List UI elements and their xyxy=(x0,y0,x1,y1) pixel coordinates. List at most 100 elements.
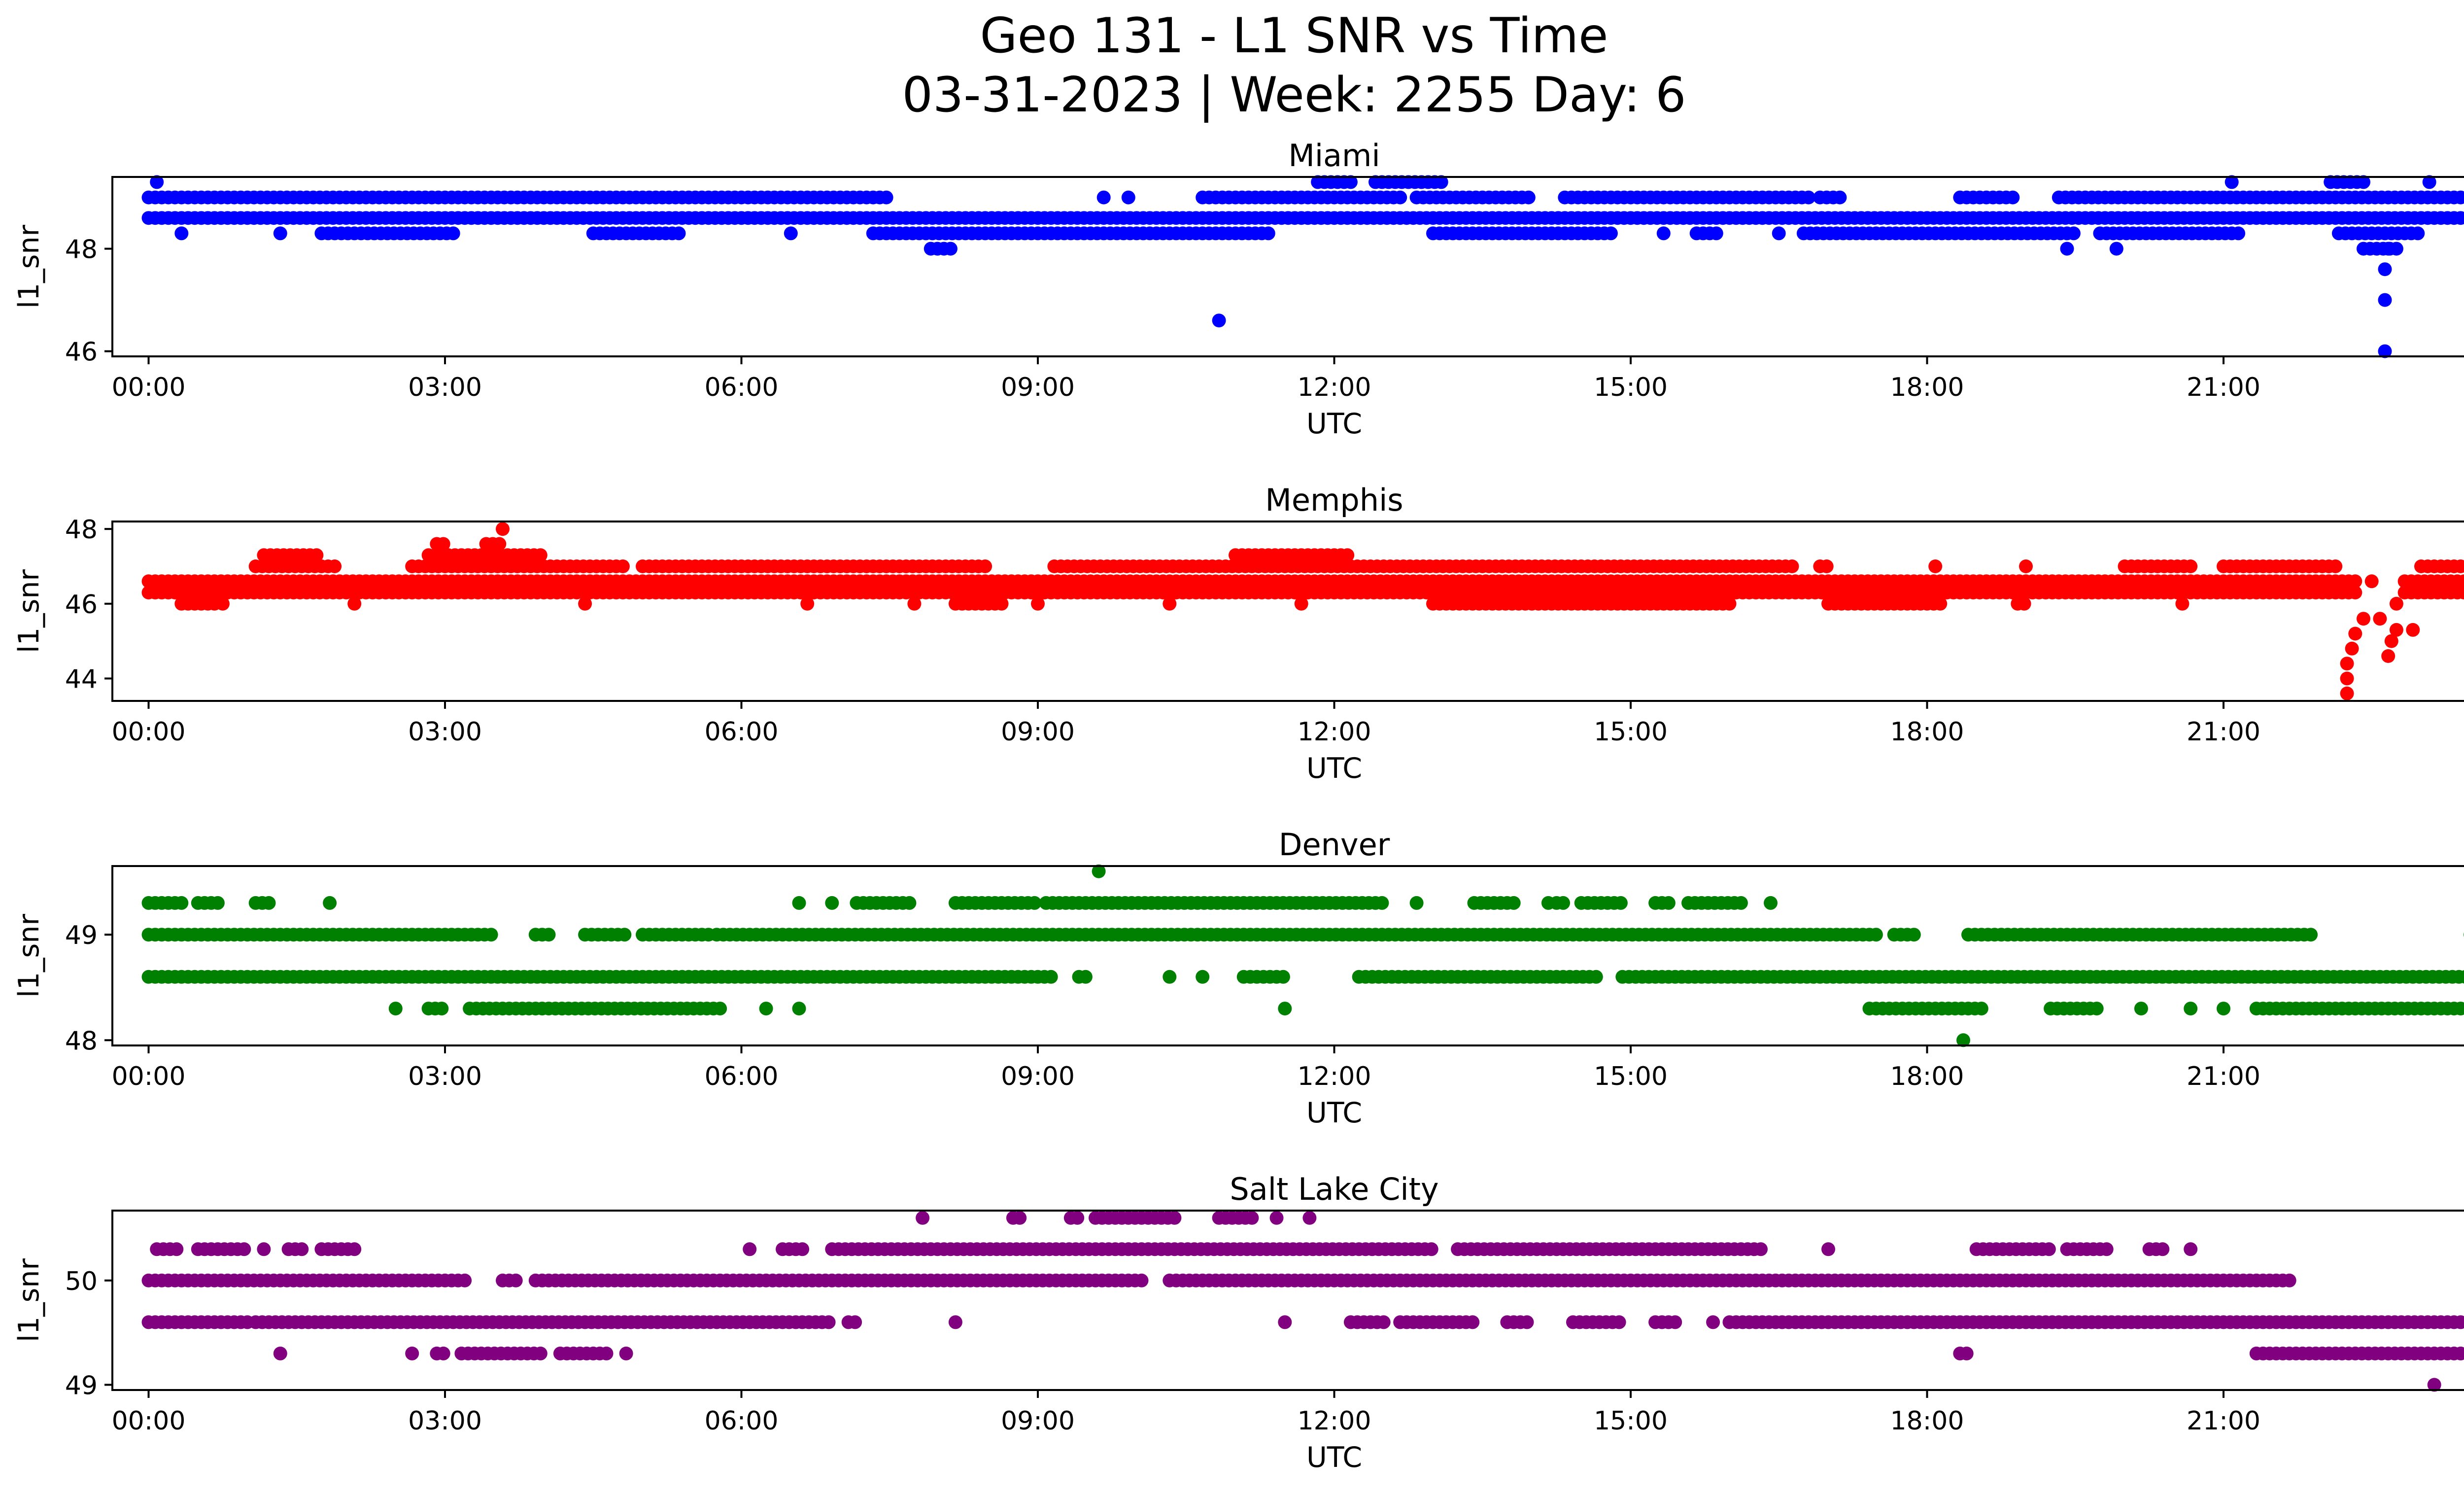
x-axis-label: UTC xyxy=(1306,408,1362,440)
data-point xyxy=(170,1242,184,1256)
data-point xyxy=(792,896,806,910)
data-point xyxy=(2389,596,2403,611)
data-point xyxy=(1734,896,1748,910)
data-point xyxy=(1928,559,1943,573)
data-point xyxy=(825,896,839,910)
data-point xyxy=(943,242,958,256)
figure-title-line2: 03-31-2023 | Week: 2255 Day: 6 xyxy=(902,67,1686,123)
data-point xyxy=(1424,1242,1438,1256)
data-point xyxy=(210,896,225,910)
data-point xyxy=(2460,1347,2464,1360)
y-tick-label: 48 xyxy=(65,235,98,265)
data-point xyxy=(2304,928,2318,942)
data-point xyxy=(446,226,460,241)
data-point xyxy=(2460,1002,2464,1015)
data-point xyxy=(1604,226,1618,241)
data-point xyxy=(1821,1242,1835,1256)
data-point xyxy=(2099,1242,2114,1256)
data-point xyxy=(2224,175,2239,189)
x-tick-label: 00:00 xyxy=(112,1406,186,1436)
data-point xyxy=(1434,175,1448,189)
data-point xyxy=(1261,226,1275,241)
data-point xyxy=(2460,191,2464,204)
data-point xyxy=(902,896,917,910)
panel-memphis: Memphis 00:00 03:00 06:00 09:00 12:00 15:00 18:… xyxy=(13,482,2464,785)
x-tick-label: 06:00 xyxy=(705,1062,779,1091)
x-tick-label: 03:00 xyxy=(408,1062,482,1091)
data-point xyxy=(150,175,164,189)
data-point xyxy=(2427,1378,2441,1392)
data-point xyxy=(2217,1002,2230,1016)
data-point xyxy=(1556,896,1570,910)
data-point xyxy=(2357,612,2370,626)
data-point xyxy=(2019,559,2033,573)
data-point xyxy=(1294,596,1308,611)
data-point xyxy=(237,1242,251,1256)
data-point xyxy=(2328,559,2343,573)
data-point xyxy=(1278,1315,1292,1329)
y-tick-label: 50 xyxy=(65,1267,98,1296)
data-point xyxy=(1612,1315,1626,1329)
y-tick-label: 48 xyxy=(65,515,98,545)
data-point xyxy=(2175,596,2190,611)
data-point xyxy=(616,559,630,573)
data-point xyxy=(879,190,893,205)
data-point xyxy=(1302,1211,1317,1225)
data-point xyxy=(907,596,922,611)
data-point xyxy=(295,1242,309,1256)
x-tick-label: 15:00 xyxy=(1594,1406,1668,1436)
x-tick-label: 12:00 xyxy=(1298,373,1371,402)
data-point xyxy=(257,1242,271,1256)
x-tick-label: 09:00 xyxy=(1001,373,1075,402)
data-point xyxy=(792,1002,806,1016)
data-point xyxy=(1466,1315,1480,1329)
data-point xyxy=(458,1273,472,1287)
plot-frame xyxy=(111,1210,2464,1391)
data-point xyxy=(795,1242,810,1256)
data-point xyxy=(1801,190,1815,205)
data-point xyxy=(994,596,1009,611)
data-point xyxy=(323,896,337,910)
data-point xyxy=(1276,970,1290,984)
data-point xyxy=(2357,175,2370,189)
data-point xyxy=(2348,626,2362,641)
data-point xyxy=(784,226,798,241)
x-tick-label: 15:00 xyxy=(1594,1062,1668,1091)
data-point xyxy=(509,1273,523,1287)
data-point xyxy=(1044,970,1058,984)
panel-title: Miami xyxy=(1288,138,1380,174)
data-point xyxy=(174,226,189,241)
data-point xyxy=(1656,226,1671,241)
data-point xyxy=(1092,864,1106,878)
x-tick-label: 18:00 xyxy=(1890,373,1964,402)
data-point xyxy=(1764,896,1778,910)
data-point xyxy=(174,896,189,910)
data-point xyxy=(948,1315,962,1329)
data-point xyxy=(1078,970,1093,984)
data-point xyxy=(1212,313,1226,328)
x-tick-label: 21:00 xyxy=(2187,373,2260,402)
data-point xyxy=(2460,1316,2464,1328)
data-point xyxy=(2460,211,2464,224)
data-point xyxy=(1521,190,1536,205)
x-tick-label: 06:00 xyxy=(705,1406,779,1436)
x-tick-label: 00:00 xyxy=(112,1062,186,1091)
data-point xyxy=(347,596,362,611)
data-point xyxy=(2457,574,2464,589)
data-point xyxy=(1869,928,1883,942)
panel-title: Salt Lake City xyxy=(1230,1171,1438,1207)
data-point xyxy=(1819,559,1834,573)
data-point xyxy=(1376,1315,1391,1329)
data-point xyxy=(2348,574,2362,589)
data-point xyxy=(273,226,287,241)
data-point xyxy=(1520,1315,1534,1329)
panel-denver: Denver 00:00 03:00 06:00 09:00 12:00 15:00 18:0… xyxy=(13,827,2464,1129)
y-tick-label: 46 xyxy=(65,338,98,367)
y-tick-label: 49 xyxy=(65,1371,98,1400)
x-tick-label: 21:00 xyxy=(2187,1406,2260,1436)
y-axis-label: l1_snr xyxy=(13,914,45,998)
x-tick-label: 18:00 xyxy=(1890,1062,1964,1091)
data-point xyxy=(2156,1242,2170,1256)
data-point xyxy=(2348,586,2362,600)
y-axis-label: l1_snr xyxy=(13,569,45,653)
